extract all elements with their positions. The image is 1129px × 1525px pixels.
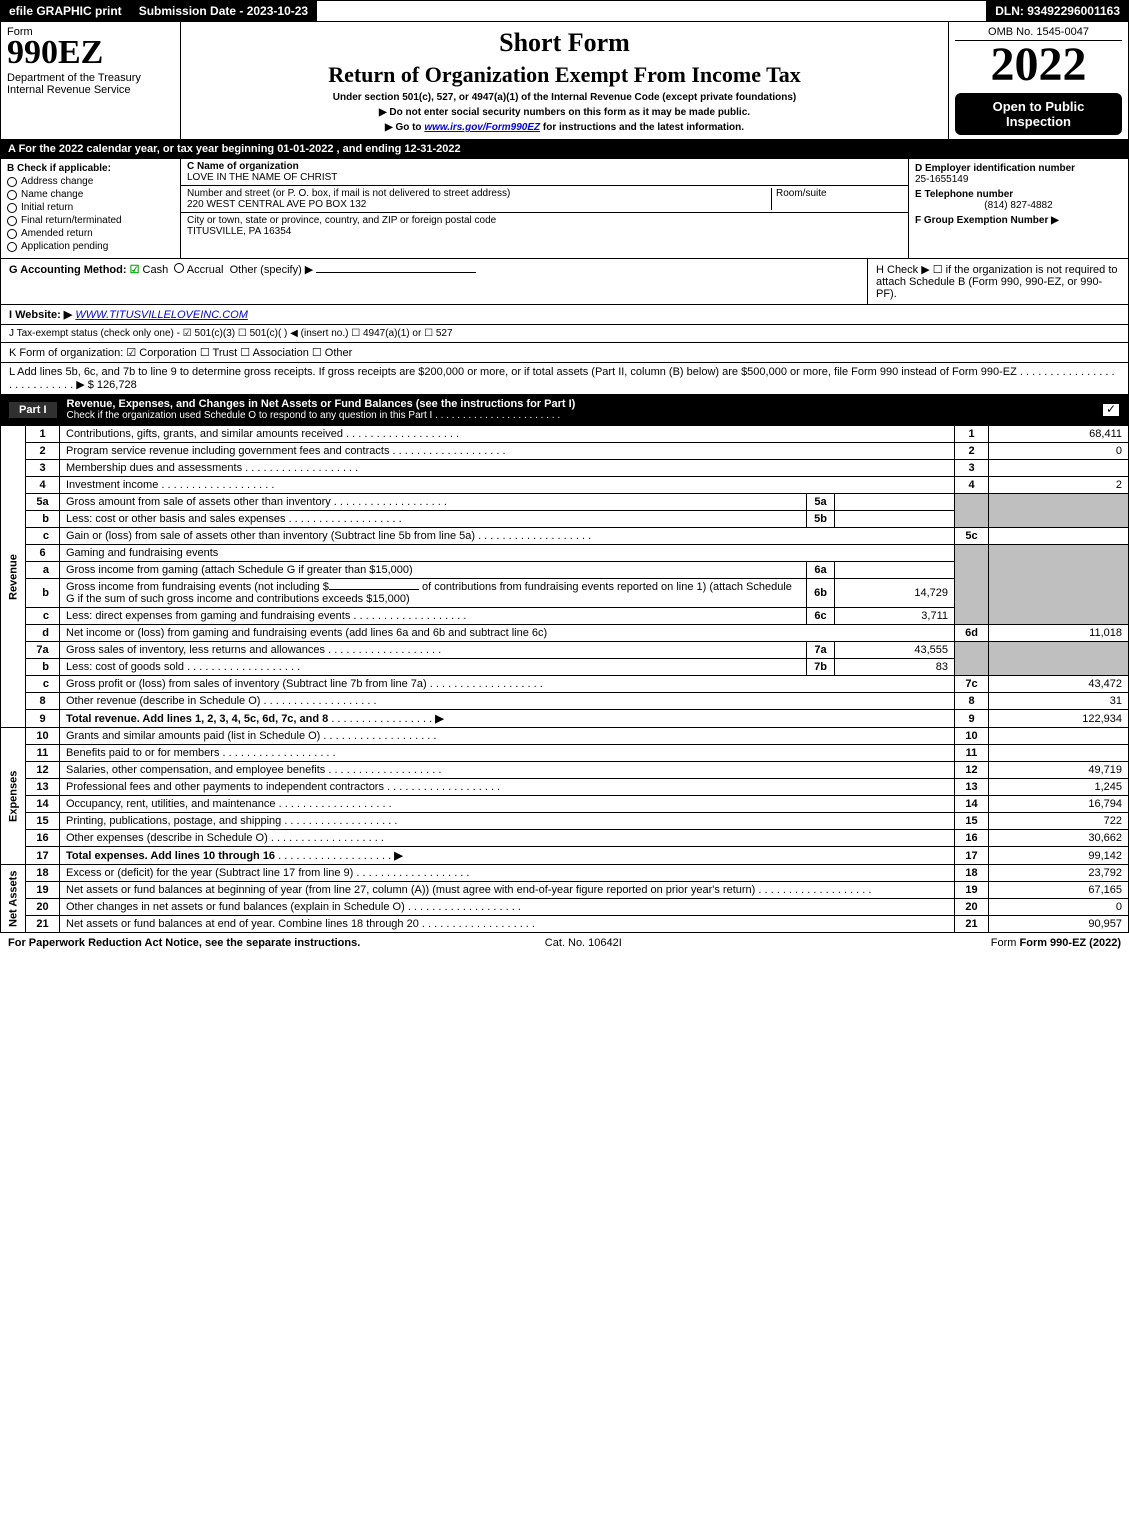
cb-final-return[interactable]: Final return/terminated: [7, 215, 174, 226]
goto-post: for instructions and the latest informat…: [540, 122, 744, 133]
line-13: 13Professional fees and other payments t…: [1, 779, 1129, 796]
cb-address-change[interactable]: Address change: [7, 176, 174, 187]
goto-link-line: ▶ Go to www.irs.gov/Form990EZ for instru…: [193, 122, 936, 133]
tel-value: (814) 827-4882: [915, 200, 1122, 211]
cb-name-change[interactable]: Name change: [7, 189, 174, 200]
line-1: Revenue 1Contributions, gifts, grants, a…: [1, 426, 1129, 443]
part-i-label: Part I: [9, 402, 57, 418]
city-cell: City or town, state or province, country…: [181, 213, 908, 239]
accrual-cb[interactable]: [174, 263, 184, 273]
room-suite-label: Room/suite: [772, 188, 902, 210]
row-h: H Check ▶ ☐ if the organization is not r…: [868, 259, 1128, 304]
section-b-header: B Check if applicable:: [7, 163, 174, 174]
row-i-website: I Website: ▶ WWW.TITUSVILLELOVEINC.COM: [0, 305, 1129, 325]
open-to-public: Open to Public Inspection: [955, 93, 1122, 135]
org-name-cell: C Name of organization LOVE IN THE NAME …: [181, 159, 908, 186]
line-20: 20Other changes in net assets or fund ba…: [1, 899, 1129, 916]
subtitle: Under section 501(c), 527, or 4947(a)(1)…: [193, 92, 936, 103]
title-return: Return of Organization Exempt From Incom…: [193, 62, 936, 88]
part-i-sub: Check if the organization used Schedule …: [67, 410, 1102, 421]
dept-treasury: Department of the Treasury Internal Reve…: [7, 72, 174, 96]
group-exemption-label: F Group Exemption Number ▶: [915, 215, 1122, 226]
line-15: 15Printing, publications, postage, and s…: [1, 813, 1129, 830]
side-revenue: Revenue: [1, 426, 26, 728]
irs-link[interactable]: www.irs.gov/Form990EZ: [424, 122, 540, 133]
cb-pending[interactable]: Application pending: [7, 241, 174, 252]
line-4: 4Investment income42: [1, 477, 1129, 494]
tel-label: E Telephone number: [915, 189, 1122, 200]
line-18: Net Assets 18Excess or (deficit) for the…: [1, 865, 1129, 882]
dln: DLN: 93492296001163: [986, 1, 1128, 21]
part-i-check[interactable]: [1102, 403, 1120, 417]
section-c: C Name of organization LOVE IN THE NAME …: [181, 159, 908, 258]
line-3: 3Membership dues and assessments3: [1, 460, 1129, 477]
header-center: Short Form Return of Organization Exempt…: [181, 22, 948, 139]
footer-right: Form Form 990-EZ (2022): [991, 937, 1121, 949]
cb-amended[interactable]: Amended return: [7, 228, 174, 239]
ein-value: 25-1655149: [915, 174, 1122, 185]
form-number: 990EZ: [7, 34, 174, 72]
footer-center: Cat. No. 10642I: [545, 937, 622, 949]
line-2: 2Program service revenue including gover…: [1, 443, 1129, 460]
line-17: 17Total expenses. Add lines 10 through 1…: [1, 847, 1129, 865]
line-6d: dNet income or (loss) from gaming and fu…: [1, 625, 1129, 642]
financial-table: Revenue 1Contributions, gifts, grants, a…: [0, 425, 1129, 933]
other-specify: Other (specify) ▶: [230, 264, 314, 276]
part-i-title: Revenue, Expenses, and Changes in Net As…: [67, 398, 1102, 410]
ein-label: D Employer identification number: [915, 163, 1122, 174]
row-g: G Accounting Method: ☑ Cash Accrual Othe…: [1, 259, 868, 304]
submission-date: Submission Date - 2023-10-23: [131, 1, 317, 21]
efile-label: efile GRAPHIC print: [1, 1, 131, 21]
line-7a: 7aGross sales of inventory, less returns…: [1, 642, 1129, 659]
line-11: 11Benefits paid to or for members11: [1, 745, 1129, 762]
line-19: 19Net assets or fund balances at beginni…: [1, 882, 1129, 899]
page-footer: For Paperwork Reduction Act Notice, see …: [0, 933, 1129, 952]
website-label: I Website: ▶: [9, 309, 72, 321]
top-bar: efile GRAPHIC print Submission Date - 20…: [0, 0, 1129, 22]
row-k-org-form: K Form of organization: ☑ Corporation ☐ …: [0, 343, 1129, 363]
check-icon: ☑: [130, 264, 140, 276]
city-label: City or town, state or province, country…: [187, 215, 902, 226]
line-5a: 5aGross amount from sale of assets other…: [1, 494, 1129, 511]
tax-year: 2022: [955, 41, 1122, 89]
cash-label: Cash: [143, 264, 169, 276]
org-name: LOVE IN THE NAME OF CHRIST: [187, 172, 902, 183]
line-5c: cGain or (loss) from sale of assets othe…: [1, 528, 1129, 545]
section-b: B Check if applicable: Address change Na…: [1, 159, 181, 258]
form-header: Form 990EZ Department of the Treasury In…: [0, 22, 1129, 140]
line-6: 6Gaming and fundraising events: [1, 545, 1129, 562]
line-16: 16Other expenses (describe in Schedule O…: [1, 830, 1129, 847]
cb-initial-return[interactable]: Initial return: [7, 202, 174, 213]
street-value: 220 WEST CENTRAL AVE PO BOX 132: [187, 199, 767, 210]
accounting-label: G Accounting Method:: [9, 264, 127, 276]
row-j-tax-exempt: J Tax-exempt status (check only one) - ☑…: [0, 325, 1129, 343]
section-b-c-d: B Check if applicable: Address change Na…: [0, 159, 1129, 259]
line-7c: cGross profit or (loss) from sales of in…: [1, 676, 1129, 693]
city-value: TITUSVILLE, PA 16354: [187, 226, 902, 237]
row-g-h: G Accounting Method: ☑ Cash Accrual Othe…: [0, 259, 1129, 305]
footer-left: For Paperwork Reduction Act Notice, see …: [8, 937, 360, 949]
header-right: OMB No. 1545-0047 2022 Open to Public In…: [948, 22, 1128, 139]
section-d-e-f: D Employer identification number 25-1655…: [908, 159, 1128, 258]
header-left: Form 990EZ Department of the Treasury In…: [1, 22, 181, 139]
title-short-form: Short Form: [193, 28, 936, 58]
warning-ssn: ▶ Do not enter social security numbers o…: [193, 107, 936, 118]
line-8: 8Other revenue (describe in Schedule O)8…: [1, 693, 1129, 710]
part-i-header: Part I Revenue, Expenses, and Changes in…: [0, 395, 1129, 425]
line-10: Expenses 10Grants and similar amounts pa…: [1, 728, 1129, 745]
side-net-assets: Net Assets: [1, 865, 26, 933]
accrual-label: Accrual: [187, 264, 224, 276]
street-cell: Number and street (or P. O. box, if mail…: [181, 186, 908, 213]
line-9: 9Total revenue. Add lines 1, 2, 3, 4, 5c…: [1, 710, 1129, 728]
row-l-gross-receipts: L Add lines 5b, 6c, and 7b to line 9 to …: [0, 363, 1129, 395]
row-a-tax-year: A For the 2022 calendar year, or tax yea…: [0, 140, 1129, 159]
website-link[interactable]: WWW.TITUSVILLELOVEINC.COM: [75, 309, 248, 321]
street-label: Number and street (or P. O. box, if mail…: [187, 188, 767, 199]
line-21: 21Net assets or fund balances at end of …: [1, 916, 1129, 933]
line-14: 14Occupancy, rent, utilities, and mainte…: [1, 796, 1129, 813]
org-name-label: C Name of organization: [187, 161, 902, 172]
line-12: 12Salaries, other compensation, and empl…: [1, 762, 1129, 779]
goto-pre: ▶ Go to: [385, 122, 424, 133]
side-expenses: Expenses: [1, 728, 26, 865]
